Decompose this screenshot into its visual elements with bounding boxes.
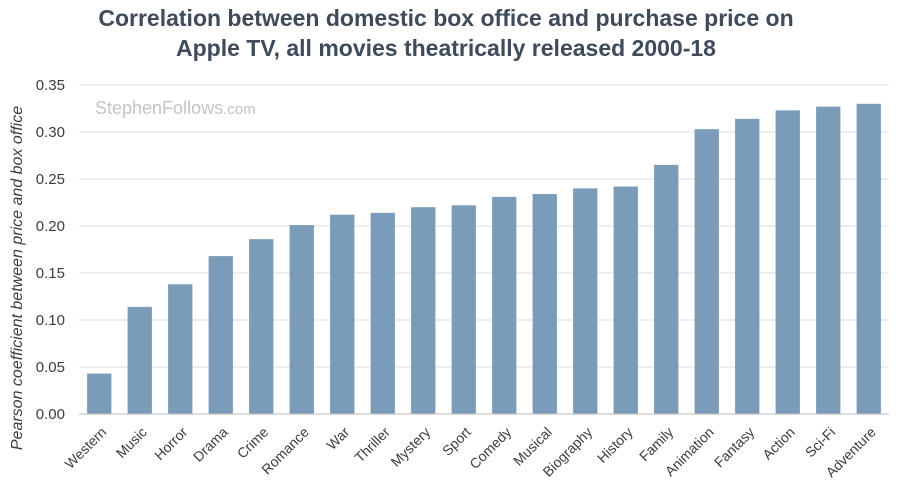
y-axis-ticks: 0.00 0.05 0.10 0.15 0.20 0.25 0.30 0.35 (36, 77, 65, 423)
bar-family (654, 164, 679, 414)
watermark-suffix: .com (223, 101, 256, 118)
bar-drama (208, 256, 233, 414)
y-tick-label: 0.05 (36, 359, 65, 376)
bar-history (613, 186, 638, 414)
bar-horror (168, 284, 193, 414)
bar-animation (694, 129, 719, 414)
x-tick-label: War (323, 424, 352, 453)
y-tick-label: 0.35 (36, 77, 65, 94)
chart-title-line-1: Correlation between domestic box office … (98, 5, 793, 31)
bar-thriller (370, 212, 395, 414)
x-tick-label: Sport (439, 424, 474, 459)
bar-western (87, 373, 112, 414)
y-tick-label: 0.25 (36, 171, 65, 188)
bar-adventure (856, 103, 881, 415)
y-axis-label: Pearson coefficient between price and bo… (9, 106, 26, 450)
bar-sci-fi (816, 106, 841, 415)
x-tick-label: Crime (234, 424, 272, 462)
x-tick-label: Sci-Fi (802, 424, 839, 461)
bar-romance (289, 225, 314, 414)
y-tick-label: 0.30 (36, 124, 65, 141)
gridlines (79, 84, 889, 368)
bar-musical (532, 194, 557, 414)
y-tick-label: 0.15 (36, 265, 65, 282)
x-tick-label: Fantasy (711, 424, 758, 471)
x-tick-label: Western (61, 424, 109, 472)
x-tick-label: Music (113, 424, 150, 461)
bar-crime (249, 239, 274, 414)
x-tick-label: History (594, 424, 636, 466)
watermark: StephenFollows.com (95, 98, 256, 118)
y-tick-label: 0.10 (36, 312, 65, 329)
x-tick-label: Comedy (466, 424, 514, 472)
watermark-main: StephenFollows (95, 98, 223, 118)
chart-title-line-2: Apple TV, all movies theatrically releas… (176, 35, 716, 61)
bar-war (330, 214, 355, 414)
bar-action (775, 110, 800, 414)
bars (87, 103, 881, 415)
bar-biography (573, 188, 598, 414)
x-tick-label: Mystery (387, 424, 433, 470)
y-tick-label: 0.00 (36, 406, 65, 423)
bar-comedy (492, 196, 517, 414)
bar-fantasy (735, 118, 760, 414)
bar-mystery (411, 207, 436, 414)
x-tick-label: Horror (151, 424, 191, 464)
bar-music (127, 306, 152, 414)
x-tick-label: Drama (190, 424, 231, 465)
bar-sport (451, 205, 476, 414)
y-tick-label: 0.20 (36, 218, 65, 235)
x-tick-label: Action (759, 424, 798, 463)
